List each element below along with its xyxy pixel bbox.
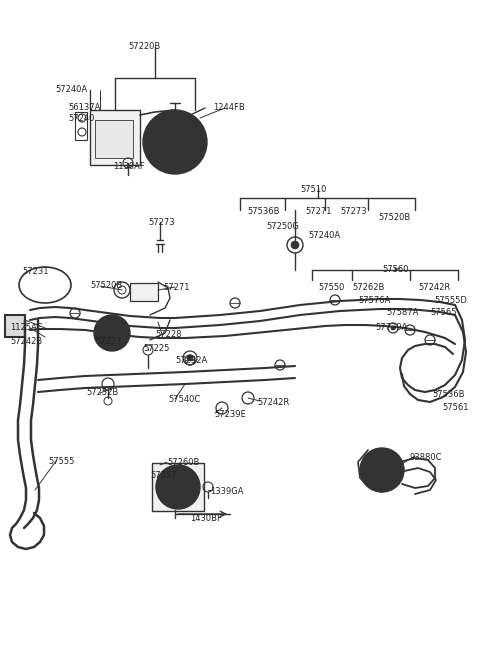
Bar <box>95 120 133 158</box>
Text: 57271: 57271 <box>305 207 332 216</box>
Text: 1125AC: 1125AC <box>10 323 43 332</box>
Text: 57242B: 57242B <box>10 337 42 346</box>
Text: 57240A: 57240A <box>308 231 340 240</box>
Text: 57250G: 57250G <box>266 222 299 231</box>
Bar <box>90 110 140 165</box>
Circle shape <box>360 448 404 492</box>
Text: 93880C: 93880C <box>410 453 443 462</box>
Text: 57561: 57561 <box>442 403 468 412</box>
Circle shape <box>391 326 395 330</box>
Text: 57271: 57271 <box>163 283 190 292</box>
Text: 57555D: 57555D <box>434 296 467 305</box>
Text: 57273: 57273 <box>148 218 175 227</box>
Circle shape <box>156 465 200 509</box>
Circle shape <box>173 482 183 492</box>
Text: 57739A: 57739A <box>375 323 408 332</box>
Text: 57231: 57231 <box>22 267 48 276</box>
Text: 57257: 57257 <box>150 471 177 480</box>
Text: 1244FB: 1244FB <box>213 103 245 112</box>
Bar <box>130 283 158 301</box>
Text: 57560: 57560 <box>382 265 408 274</box>
Text: 57252B: 57252B <box>86 388 118 397</box>
Text: 57242R: 57242R <box>418 283 450 292</box>
Text: 1430BF: 1430BF <box>190 514 222 523</box>
Circle shape <box>143 110 207 174</box>
Circle shape <box>187 355 193 361</box>
Text: 57232A: 57232A <box>175 356 207 365</box>
Text: 57565: 57565 <box>430 308 456 317</box>
Text: 57576A: 57576A <box>358 296 390 305</box>
Text: 57260B: 57260B <box>167 458 199 467</box>
Text: 1130AF: 1130AF <box>113 162 145 171</box>
Text: 57587A: 57587A <box>386 308 419 317</box>
Circle shape <box>94 315 130 351</box>
Circle shape <box>291 241 299 249</box>
Text: 57227: 57227 <box>95 337 121 346</box>
Bar <box>75 112 87 140</box>
Text: 57510: 57510 <box>300 185 326 194</box>
Text: 57240: 57240 <box>68 114 95 123</box>
Text: 57540C: 57540C <box>168 395 200 404</box>
Text: 57262B: 57262B <box>352 283 384 292</box>
Text: 57550: 57550 <box>318 283 344 292</box>
Text: 57555: 57555 <box>48 457 74 466</box>
Text: 56137A: 56137A <box>68 103 100 112</box>
Text: 57220B: 57220B <box>128 42 160 51</box>
Text: 57520B: 57520B <box>90 281 122 290</box>
Text: 57520B: 57520B <box>378 213 410 222</box>
Text: 57225: 57225 <box>143 344 169 353</box>
Text: 57242R: 57242R <box>257 398 289 407</box>
Text: 1339GA: 1339GA <box>210 487 243 496</box>
Bar <box>5 315 25 337</box>
Bar <box>152 463 204 511</box>
Circle shape <box>377 465 387 475</box>
Text: 57239E: 57239E <box>214 410 246 419</box>
Text: 57536B: 57536B <box>247 207 279 216</box>
Text: 57273: 57273 <box>340 207 367 216</box>
Text: 57240A: 57240A <box>55 85 87 94</box>
Text: 57536B: 57536B <box>432 390 465 399</box>
Text: 57228: 57228 <box>155 330 181 339</box>
